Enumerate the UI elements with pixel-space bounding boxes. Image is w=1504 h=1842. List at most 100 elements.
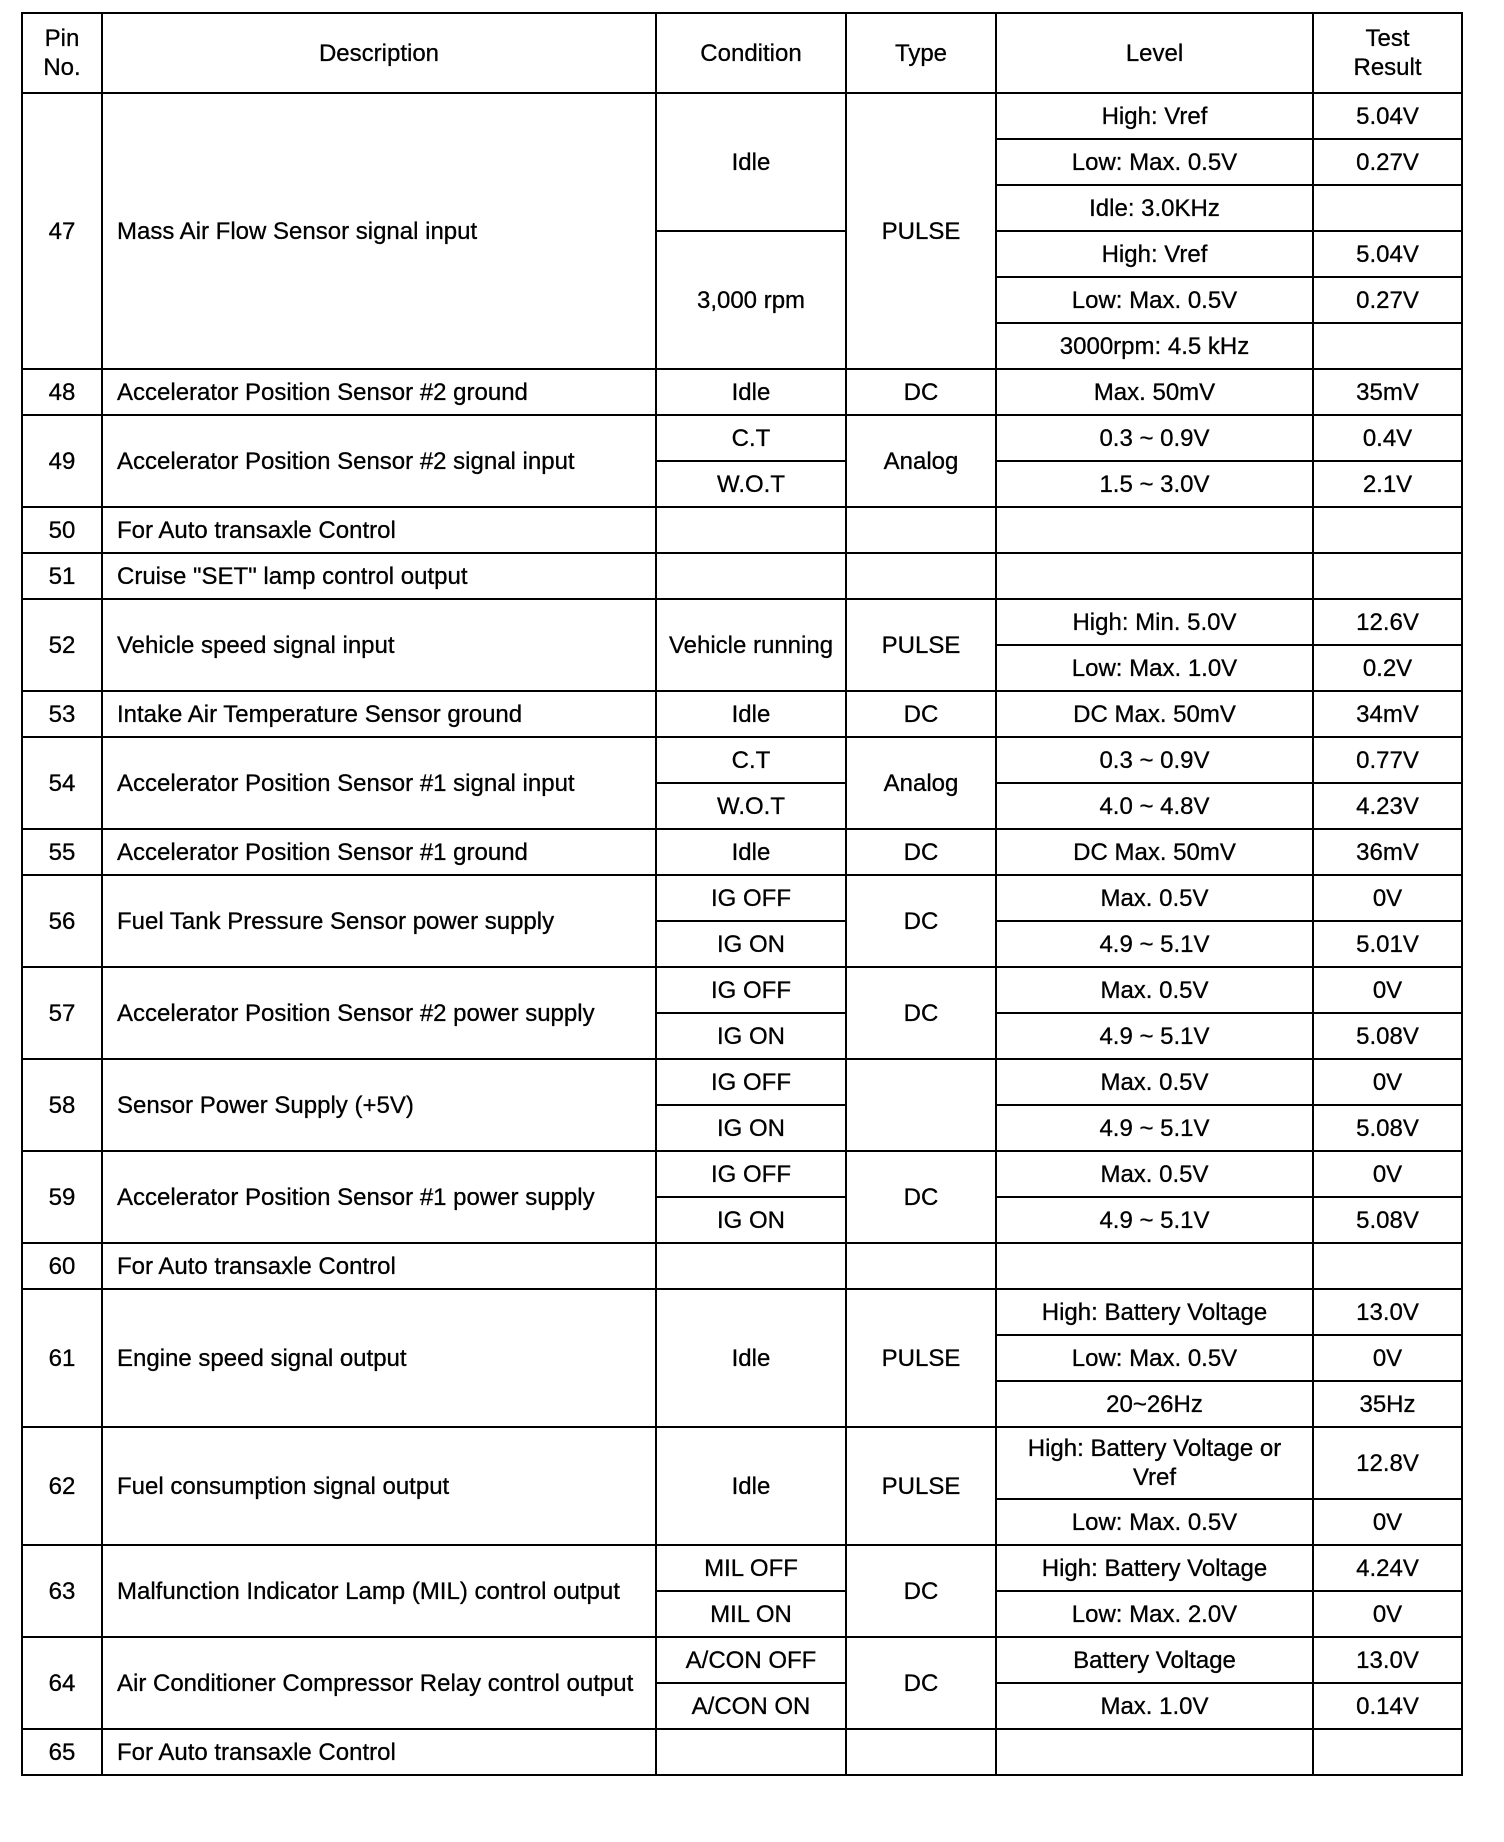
test-result-cell: 0.77V [1312, 736, 1463, 784]
condition-cell: Idle [655, 828, 847, 876]
type-cell [845, 1242, 997, 1290]
pin-number: 62 [21, 1426, 103, 1546]
pin-description: Sensor Power Supply (+5V) [101, 1058, 657, 1152]
type-cell: Analog [845, 414, 997, 508]
table-row: 55 Accelerator Position Sensor #1 ground I… [21, 828, 1463, 876]
table-row: 65 For Auto transaxle Control [21, 1728, 1463, 1776]
pin-number: 50 [21, 506, 103, 554]
condition-cell: IG ON [655, 1012, 847, 1060]
level-cell: High: Vref [995, 230, 1314, 278]
condition-cell [655, 552, 847, 600]
level-cell: Low: Max. 0.5V [995, 1498, 1314, 1546]
pin-description: Accelerator Position Sensor #1 signal in… [101, 736, 657, 830]
pin-description: Accelerator Position Sensor #2 signal in… [101, 414, 657, 508]
test-result-cell: 5.08V [1312, 1196, 1463, 1244]
level-cell: 4.9 ~ 5.1V [995, 920, 1314, 968]
type-cell: DC [845, 874, 997, 968]
level-cell: Low: Max. 0.5V [995, 1334, 1314, 1382]
level-cell: High: Min. 5.0V [995, 598, 1314, 646]
condition-cell: IG OFF [655, 874, 847, 922]
table-row: 63 Malfunction Indicator Lamp (MIL) contr… [21, 1544, 1463, 1638]
pin-number: 63 [21, 1544, 103, 1638]
type-cell: PULSE [845, 598, 997, 692]
table-row: 3000rpm: 4.5 kHz [22, 322, 1463, 370]
condition-cell: IG OFF [655, 966, 847, 1014]
test-result-cell [1312, 322, 1463, 370]
pin-number: 64 [21, 1636, 103, 1730]
level-cell: Max. 0.5V [995, 1150, 1314, 1198]
test-result-cell: 5.08V [1312, 1104, 1463, 1152]
table-row: Idle: 3.0KHz [22, 184, 1463, 232]
pin-description: For Auto transaxle Control [101, 506, 657, 554]
pin-number: 51 [21, 552, 103, 600]
pin-number: 60 [21, 1242, 103, 1290]
type-cell: Analog [845, 736, 997, 830]
type-cell: DC [845, 1150, 997, 1244]
type-cell [845, 552, 997, 600]
table-row: IG ON 4.9 ~ 5.1V 5.01V [22, 920, 1463, 968]
condition-cell: IG OFF [655, 1058, 847, 1106]
pin-description: Air Conditioner Compressor Relay control… [101, 1636, 657, 1730]
level-cell: Battery Voltage [995, 1636, 1314, 1684]
level-cell: Max. 0.5V [995, 1058, 1314, 1106]
level-cell: Low: Max. 0.5V [995, 276, 1314, 324]
condition-cell: Idle [655, 690, 847, 738]
condition-cell: Idle [655, 92, 847, 232]
condition-cell: IG ON [655, 1196, 847, 1244]
condition-cell [655, 1242, 847, 1290]
table-row: 60 For Auto transaxle Control [21, 1242, 1463, 1290]
pin-description: Engine speed signal output [101, 1288, 657, 1428]
test-result-cell: 36mV [1312, 828, 1463, 876]
condition-cell: 3,000 rpm [655, 230, 847, 370]
pin-number: 58 [21, 1058, 103, 1152]
pin-number: 53 [21, 690, 103, 738]
level-cell: 4.9 ~ 5.1V [995, 1104, 1314, 1152]
header-row: Pin No. Description Condition Type Level… [21, 12, 1463, 94]
level-cell: 4.0 ~ 4.8V [995, 782, 1314, 830]
level-cell: 4.9 ~ 5.1V [995, 1012, 1314, 1060]
test-result-cell: 13.0V [1312, 1636, 1463, 1684]
table-row: Low: Max. 0.5V 0V [22, 1334, 1463, 1382]
header-level: Level [995, 12, 1314, 94]
pin-description: Accelerator Position Sensor #1 power sup… [101, 1150, 657, 1244]
level-cell: High: Battery Voltage [995, 1544, 1314, 1592]
condition-cell: IG ON [655, 920, 847, 968]
table-row: 62 Fuel consumption signal output Idle PULS… [21, 1426, 1463, 1546]
level-cell: Max. 1.0V [995, 1682, 1314, 1730]
test-result-cell: 13.0V [1312, 1288, 1463, 1336]
condition-cell: C.T [655, 414, 847, 462]
condition-cell: Vehicle running [655, 598, 847, 692]
pin-number: 55 [21, 828, 103, 876]
table-row: Low: Max. 0.5V 0V [22, 1498, 1463, 1546]
type-cell: DC [845, 690, 997, 738]
test-result-cell: 0V [1312, 1498, 1463, 1546]
test-result-cell: 5.04V [1312, 230, 1463, 278]
test-result-cell: 0V [1312, 1058, 1463, 1106]
level-cell [995, 1242, 1314, 1290]
test-result-cell: 0V [1312, 874, 1463, 922]
table-row: 49 Accelerator Position Sensor #2 signal … [21, 414, 1463, 508]
table-row: 52 Vehicle speed signal input Vehicle runn… [21, 598, 1463, 692]
pin-description: For Auto transaxle Control [101, 1242, 657, 1290]
level-cell: DC Max. 50mV [995, 828, 1314, 876]
type-cell: DC [845, 1636, 997, 1730]
pin-description: Vehicle speed signal input [101, 598, 657, 692]
condition-cell: IG OFF [655, 1150, 847, 1198]
pin-description: Fuel consumption signal output [101, 1426, 657, 1546]
condition-cell: Idle [655, 1288, 847, 1428]
test-result-cell: 0.14V [1312, 1682, 1463, 1730]
table-row: IG ON 4.9 ~ 5.1V 5.08V [22, 1196, 1463, 1244]
type-cell: PULSE [845, 1288, 997, 1428]
test-result-cell: 0V [1312, 1150, 1463, 1198]
table-row: 48 Accelerator Position Sensor #2 ground I… [21, 368, 1463, 416]
pin-number: 52 [21, 598, 103, 692]
test-result-cell [1312, 184, 1463, 232]
header-pin-no: Pin No. [21, 12, 103, 94]
condition-cell: Idle [655, 1426, 847, 1546]
table-row: 57 Accelerator Position Sensor #2 power s… [21, 966, 1463, 1060]
pin-description: Accelerator Position Sensor #1 ground [101, 828, 657, 876]
type-cell: PULSE [845, 92, 997, 370]
table-row: 50 For Auto transaxle Control [21, 506, 1463, 554]
level-cell [995, 506, 1314, 554]
table-row: MIL ON Low: Max. 2.0V 0V [22, 1590, 1463, 1638]
